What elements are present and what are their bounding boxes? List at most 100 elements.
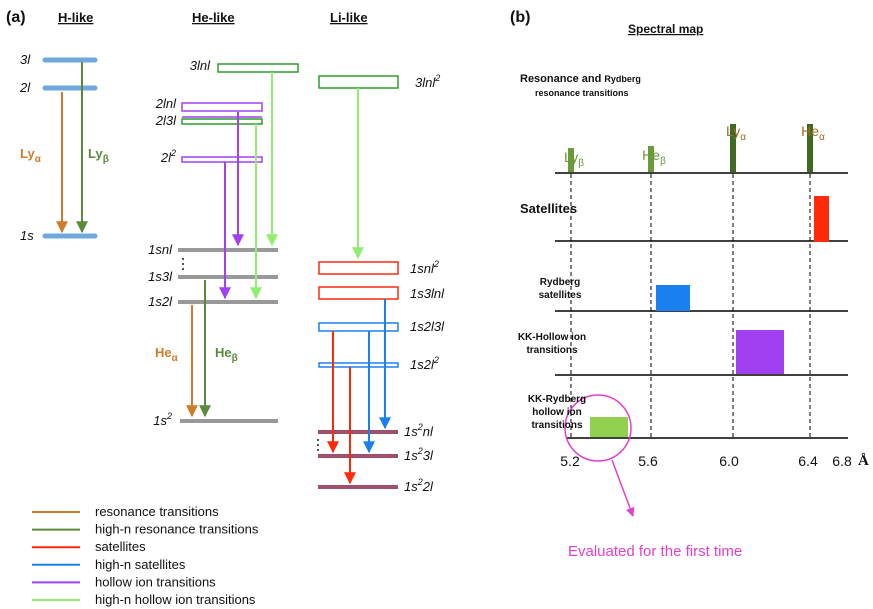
label: Heβ bbox=[642, 147, 666, 167]
label: 3lnl2 bbox=[415, 73, 440, 90]
legend-label: hollow ion transitions bbox=[95, 574, 216, 589]
label-part: β bbox=[232, 353, 238, 364]
label: 1snl2 bbox=[410, 259, 439, 276]
level-box bbox=[318, 75, 399, 89]
axis-tick-label: 5.2 bbox=[560, 453, 580, 469]
label-part: nl bbox=[423, 424, 434, 439]
label-part: 2 bbox=[417, 422, 423, 432]
label-part: 2 bbox=[166, 411, 172, 421]
legend-label: satellites bbox=[95, 539, 146, 554]
label: 1s22l bbox=[404, 477, 434, 494]
label-part: 2l bbox=[422, 479, 434, 494]
level-label: 2l bbox=[19, 80, 31, 95]
label-part: Ly bbox=[88, 146, 103, 161]
peak bbox=[730, 124, 736, 172]
label-part: α bbox=[819, 132, 825, 143]
label-part: He bbox=[215, 345, 232, 360]
label: 3lnl bbox=[190, 58, 211, 73]
row-label: transitions bbox=[526, 345, 578, 356]
label: Lyα bbox=[20, 146, 42, 165]
row-label: Satellites bbox=[520, 201, 577, 216]
label-part: 1s bbox=[404, 424, 418, 439]
label: 1s3l bbox=[148, 269, 173, 284]
row-label: KK-Hollow ion bbox=[518, 332, 586, 343]
axis-tick-label: 6.8 bbox=[832, 453, 852, 469]
note: Evaluated for the first time bbox=[568, 543, 742, 560]
label-part: 1s2l bbox=[410, 357, 435, 372]
hollow-bar bbox=[590, 417, 628, 437]
label: 1s3lnl bbox=[410, 286, 445, 301]
label-part: 3lnl bbox=[190, 58, 211, 73]
label-part: 2l3l bbox=[155, 113, 177, 128]
level-box bbox=[217, 63, 299, 73]
label: 1s2nl bbox=[404, 422, 434, 439]
level-label: 3l bbox=[20, 52, 31, 67]
legend-label: high-n hollow ion transitions bbox=[95, 592, 256, 607]
label-part: 2 bbox=[433, 355, 439, 365]
column-title: Li-like bbox=[330, 10, 368, 25]
highlight-circle bbox=[564, 394, 632, 462]
row-label: resonance transitions bbox=[535, 88, 629, 98]
peak bbox=[648, 146, 654, 172]
label: 1s2l bbox=[148, 294, 173, 309]
label-part: 2lnl bbox=[155, 96, 177, 111]
legend-label: high-n resonance transitions bbox=[95, 522, 259, 537]
label-part: 1s bbox=[404, 479, 418, 494]
label-part: β bbox=[103, 154, 109, 165]
label: 2l2 bbox=[160, 148, 176, 165]
axis-tick-label: 6.4 bbox=[798, 453, 818, 469]
label-part: β bbox=[578, 158, 584, 169]
label-part: 2 bbox=[433, 259, 439, 269]
label: Heβ bbox=[215, 345, 238, 364]
axis-unit: Å bbox=[858, 453, 869, 469]
label-part: Ly bbox=[726, 123, 740, 139]
label-part: 1s3lnl bbox=[410, 286, 445, 301]
label-part: 1snl bbox=[148, 242, 173, 257]
column-title: H-like bbox=[58, 10, 93, 25]
label-part: Ly bbox=[20, 146, 35, 161]
row-label: Rydberg bbox=[540, 277, 581, 288]
label-part: 2 bbox=[434, 73, 440, 83]
level-box bbox=[181, 156, 263, 163]
label-part: 2l bbox=[160, 150, 172, 165]
row-label: transitions bbox=[531, 420, 583, 431]
label-part: α bbox=[35, 154, 42, 165]
label: Lyβ bbox=[564, 149, 584, 169]
label: Heα bbox=[801, 123, 825, 143]
label-part: 1s2l3l bbox=[410, 319, 445, 334]
panel-tag: (a) bbox=[6, 9, 26, 26]
row-label: satellites bbox=[539, 290, 582, 301]
column-title: He-like bbox=[192, 10, 235, 25]
label: 1s2l2 bbox=[410, 355, 439, 372]
row-label: Resonance and Rydberg bbox=[520, 73, 641, 85]
label-part: 3lnl bbox=[415, 75, 436, 90]
axis-tick-label: 5.6 bbox=[638, 453, 658, 469]
layout bbox=[32, 57, 848, 601]
level-label: 1s bbox=[20, 228, 34, 243]
row-label: KK-Rydberg bbox=[528, 394, 586, 405]
satellite-bar bbox=[814, 196, 829, 242]
row-label: hollow ion bbox=[532, 407, 581, 418]
label-part: 1s2l bbox=[148, 294, 173, 309]
label-part: 2 bbox=[417, 446, 423, 456]
label: 2lnl bbox=[155, 96, 177, 111]
label-part: Ly bbox=[564, 149, 578, 165]
peak bbox=[568, 148, 574, 172]
panel-tag: (b) bbox=[510, 9, 530, 26]
label-part: He bbox=[155, 345, 172, 360]
axis-tick-label: 6.0 bbox=[719, 453, 739, 469]
label-part: 3l bbox=[423, 448, 434, 463]
hollow-bar bbox=[736, 330, 784, 374]
level-box bbox=[318, 261, 399, 275]
label-part: 1s3l bbox=[148, 269, 173, 284]
label-part: α bbox=[172, 353, 179, 364]
label-part: 2 bbox=[417, 477, 423, 487]
panel-title: Spectral map bbox=[628, 22, 703, 36]
label: 1snl bbox=[148, 242, 173, 257]
label-part: 1s bbox=[404, 448, 418, 463]
level-box bbox=[181, 118, 263, 125]
label-part: 1s bbox=[153, 413, 167, 428]
label: 2l3l bbox=[155, 113, 177, 128]
label-part: 1snl bbox=[410, 261, 435, 276]
